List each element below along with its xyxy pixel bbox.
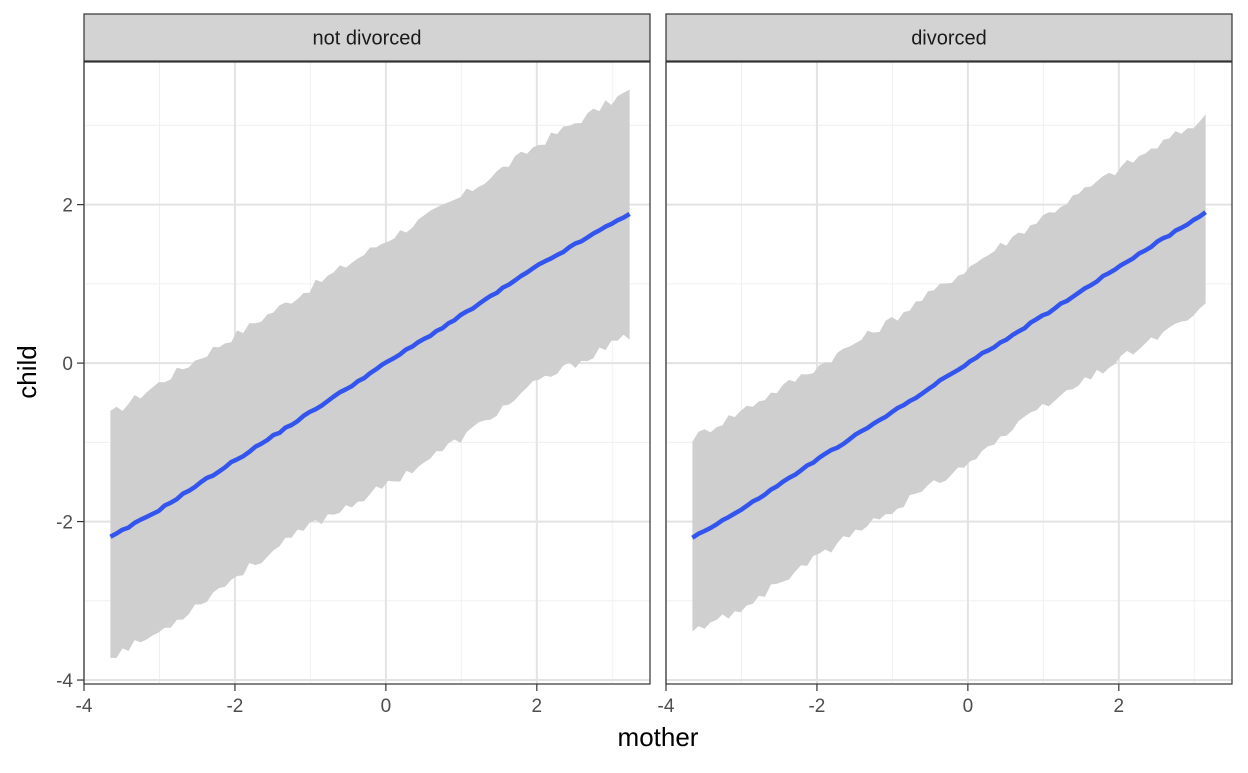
x-tick-label: -2: [808, 696, 825, 717]
y-tick-label: 0: [62, 354, 73, 375]
x-tick-label: 2: [532, 696, 543, 717]
x-tick-label: 0: [381, 696, 392, 717]
panels-layer: not divorced -4 -2 0 2 -4 -2 0 2 divorced -4 -2 0 2: [56, 13, 1233, 717]
facet-strip: [665, 13, 1233, 62]
y-axis-label: child: [12, 345, 42, 398]
panel-divorced: divorced -4 -2 0 2: [658, 13, 1233, 717]
y-tick-label: -2: [56, 513, 73, 534]
x-tick-label: -4: [658, 696, 675, 717]
fit-line: [109, 211, 631, 539]
facet-label: not divorced: [313, 28, 422, 50]
panel-not-divorced: not divorced -4 -2 0 2 -4 -2 0 2: [56, 13, 651, 717]
x-tick-label: 0: [963, 696, 974, 717]
x-tick-label: -2: [226, 696, 243, 717]
x-axis-label: mother: [618, 722, 699, 752]
facet-label: divorced: [911, 28, 987, 50]
x-tick-label: -4: [76, 696, 93, 717]
panel-border: [83, 61, 651, 685]
y-tick-label: -4: [56, 671, 73, 692]
facet-strip: [83, 13, 651, 62]
panel-border: [665, 61, 1233, 685]
y-tick-label: 2: [62, 196, 73, 217]
x-tick-label: 2: [1114, 696, 1125, 717]
fit-line: [691, 210, 1207, 540]
